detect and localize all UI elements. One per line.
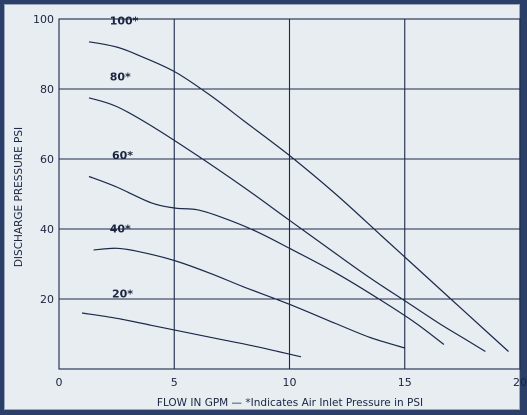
y-tick-label: 60 — [40, 153, 54, 166]
x-tick-label: 5 — [171, 376, 178, 389]
series-label-100: 100* — [110, 14, 139, 27]
y-tick-label: 100 — [33, 13, 54, 26]
y-axis-label: DISCHARGE PRESSURE PSI — [13, 127, 25, 267]
series-curves: 100* 80* 60* 40* 20* — [81, 14, 509, 358]
series-label-20: 20* — [112, 287, 133, 300]
series-label-40: 40* — [110, 223, 131, 236]
series-label-60: 60* — [112, 149, 133, 162]
y-tick-label: 20 — [40, 293, 54, 306]
x-tick-label: 15 — [398, 376, 412, 389]
series-line-40 — [93, 247, 405, 349]
x-tick-label: 20 — [513, 376, 527, 389]
series-line-100 — [88, 41, 509, 352]
y-tick-label: 40 — [40, 223, 54, 236]
chart-frame — [4, 4, 520, 410]
x-axis-label: FLOW IN GPM — *Indicates Air Inlet Press… — [157, 397, 423, 409]
tick-labels: 0 5 10 15 20 20 40 60 80 100 — [33, 13, 527, 389]
x-tick-label: 0 — [56, 376, 63, 389]
grid — [58, 18, 521, 370]
series-label-80: 80* — [110, 70, 131, 83]
series-line-20 — [81, 312, 302, 358]
series-line-80 — [88, 97, 486, 353]
x-tick-label: 10 — [283, 376, 297, 389]
series-line-60 — [88, 175, 445, 345]
y-tick-label: 80 — [40, 83, 54, 96]
